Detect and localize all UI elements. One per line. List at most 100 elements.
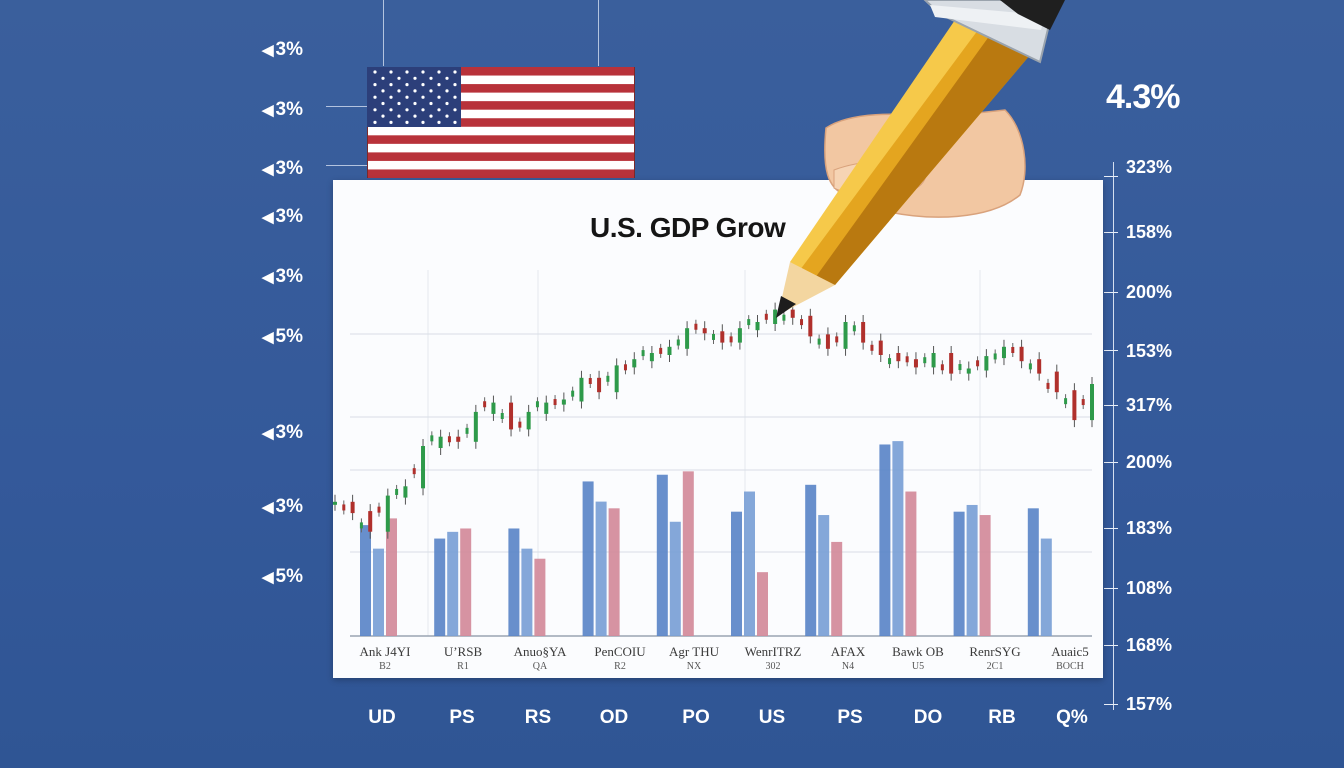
candle bbox=[456, 436, 461, 442]
candle bbox=[483, 401, 487, 408]
candle bbox=[597, 377, 602, 393]
candle bbox=[649, 353, 654, 362]
candle bbox=[509, 402, 514, 430]
candle bbox=[438, 436, 443, 448]
candle bbox=[800, 319, 804, 326]
category-label: AFAX N4 bbox=[830, 644, 866, 672]
right-axis-label: 153% bbox=[1126, 341, 1173, 361]
bottom-axis-label: RS bbox=[524, 707, 552, 728]
right-axis-tick bbox=[1104, 645, 1118, 646]
bar bbox=[656, 474, 668, 636]
right-axis-label: 158% bbox=[1126, 222, 1173, 242]
us-flag-icon bbox=[367, 67, 635, 178]
candle bbox=[430, 435, 434, 442]
left-axis-label: ◀ 3% bbox=[262, 158, 304, 179]
candle bbox=[1064, 398, 1068, 405]
candle bbox=[1011, 347, 1015, 353]
candle bbox=[1046, 382, 1050, 389]
candle bbox=[350, 501, 355, 514]
candle bbox=[843, 322, 848, 349]
guide-line bbox=[326, 165, 368, 166]
chart-title: U.S. GDP Grow bbox=[590, 212, 786, 243]
bottom-axis-label: PS bbox=[837, 707, 863, 728]
bottom-axis-label: OD bbox=[599, 707, 629, 728]
bar bbox=[582, 481, 594, 636]
right-axis-tick bbox=[1104, 292, 1118, 293]
candle bbox=[377, 506, 381, 513]
candle bbox=[447, 436, 451, 443]
bar bbox=[892, 441, 904, 636]
right-axis-tick bbox=[1104, 176, 1118, 177]
candle bbox=[993, 353, 997, 360]
candle bbox=[896, 353, 901, 362]
candle bbox=[544, 402, 549, 414]
candle bbox=[676, 339, 680, 346]
bar bbox=[534, 558, 546, 636]
candle bbox=[632, 359, 637, 368]
candle bbox=[835, 336, 839, 343]
category-label: Auaic5 BOCH bbox=[1051, 644, 1089, 672]
bar bbox=[373, 548, 384, 636]
candle bbox=[518, 421, 522, 428]
bar bbox=[608, 508, 620, 636]
candle bbox=[1054, 371, 1059, 393]
candle bbox=[412, 468, 416, 475]
candle bbox=[571, 390, 575, 397]
candle bbox=[976, 360, 980, 367]
right-axis-label: 200% bbox=[1126, 282, 1173, 302]
bar bbox=[757, 572, 768, 636]
right-axis-label: 323% bbox=[1126, 157, 1173, 177]
candle bbox=[500, 413, 504, 419]
category-label: WenrITRZ 302 bbox=[744, 644, 802, 672]
right-axis-tick bbox=[1104, 462, 1118, 463]
candle bbox=[473, 411, 478, 442]
left-axis-label: ◀ 5% bbox=[262, 326, 304, 347]
candle bbox=[729, 336, 733, 343]
guide-line bbox=[1113, 162, 1114, 710]
bar bbox=[669, 521, 681, 636]
category-label: RenrSYG 2C1 bbox=[969, 644, 1021, 672]
category-label: Bawk OB U5 bbox=[892, 644, 944, 672]
bar bbox=[508, 528, 520, 636]
bar bbox=[805, 484, 817, 636]
bar bbox=[521, 548, 533, 636]
candle bbox=[712, 333, 715, 340]
candle bbox=[878, 340, 883, 355]
candle bbox=[958, 364, 962, 371]
right-axis-tick bbox=[1104, 350, 1118, 351]
right-axis-tick bbox=[1104, 528, 1118, 529]
candle bbox=[553, 399, 557, 406]
candle bbox=[817, 338, 821, 345]
bar bbox=[744, 491, 755, 636]
candle bbox=[526, 411, 531, 430]
right-axis-label: 317% bbox=[1126, 395, 1173, 415]
right-axis-tick bbox=[1104, 588, 1118, 589]
candle bbox=[747, 319, 751, 326]
bottom-axis-label: Q% bbox=[1056, 707, 1088, 728]
candle bbox=[790, 309, 795, 318]
candle bbox=[342, 504, 346, 511]
candle bbox=[1072, 390, 1077, 421]
candle bbox=[764, 313, 768, 320]
candle bbox=[606, 375, 610, 382]
bottom-axis-label: UD bbox=[368, 707, 396, 728]
right-axis-label: 168% bbox=[1126, 635, 1173, 655]
candle bbox=[659, 347, 663, 354]
candle bbox=[940, 364, 944, 371]
candle bbox=[1037, 359, 1042, 374]
bar bbox=[360, 525, 371, 636]
candle bbox=[905, 356, 909, 363]
bar bbox=[953, 511, 965, 636]
bar bbox=[979, 515, 991, 636]
left-axis-label: ◀ 5% bbox=[262, 566, 304, 587]
bar bbox=[386, 518, 397, 636]
category-label: Anuo§YA QA bbox=[513, 644, 567, 672]
candle bbox=[825, 334, 830, 349]
bar bbox=[831, 541, 843, 636]
candle bbox=[923, 357, 927, 364]
bar bbox=[460, 528, 472, 636]
candle bbox=[755, 322, 760, 331]
candle bbox=[421, 446, 426, 489]
